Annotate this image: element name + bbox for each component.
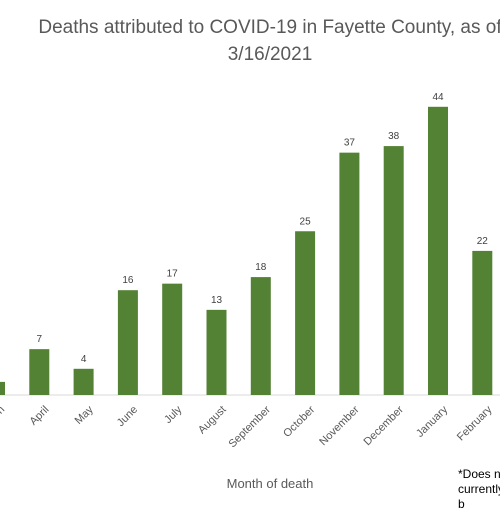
tick-label-4: June [115, 404, 140, 429]
tick-label-6: August [196, 404, 229, 437]
bar-2 [29, 349, 50, 395]
tick-label-10: December [362, 403, 407, 448]
data-label-6: 13 [211, 295, 223, 306]
data-label-5: 17 [167, 269, 179, 280]
bar-12 [472, 250, 493, 395]
tick-label-7: September [226, 403, 273, 450]
tick-label-9: November [317, 403, 362, 448]
tick-label-3: May [73, 403, 97, 427]
tick-label-8: October [281, 403, 317, 439]
tick-label-1: March [0, 404, 7, 434]
bar-3 [73, 368, 94, 395]
data-labels: 7 4 16 17 13 18 25 37 38 44 22 [37, 92, 489, 365]
bar-5 [162, 283, 183, 395]
footnote: *Does n currently b [458, 467, 500, 511]
bar-1 [0, 381, 5, 395]
tick-label-11: January [414, 403, 451, 440]
bar-11 [428, 106, 448, 396]
bars [0, 106, 493, 396]
data-label-12: 22 [477, 236, 489, 247]
bar-8 [295, 231, 316, 395]
bar-9 [339, 152, 360, 395]
data-label-2: 7 [37, 334, 43, 345]
bar-4 [117, 290, 138, 395]
bar-6 [206, 309, 227, 395]
bar-10 [383, 146, 404, 395]
tick-label-12: February [455, 403, 495, 443]
data-label-7: 18 [255, 262, 267, 273]
data-label-4: 16 [122, 275, 134, 286]
data-label-3: 4 [81, 354, 87, 365]
tick-label-5: July [162, 403, 185, 426]
chart-title: Deaths attributed to COVID-19 in Fayette… [38, 17, 500, 65]
x-axis-label: Month of death [226, 476, 314, 491]
data-label-8: 25 [300, 216, 312, 227]
data-label-11: 44 [432, 92, 444, 103]
bar-7 [250, 277, 271, 395]
bar-chart: 7 4 16 17 13 18 25 37 38 44 22 March April May June Ju… [0, 92, 500, 450]
data-label-10: 38 [388, 131, 400, 142]
tick-label-2: April [27, 404, 51, 428]
data-label-9: 37 [344, 138, 356, 149]
